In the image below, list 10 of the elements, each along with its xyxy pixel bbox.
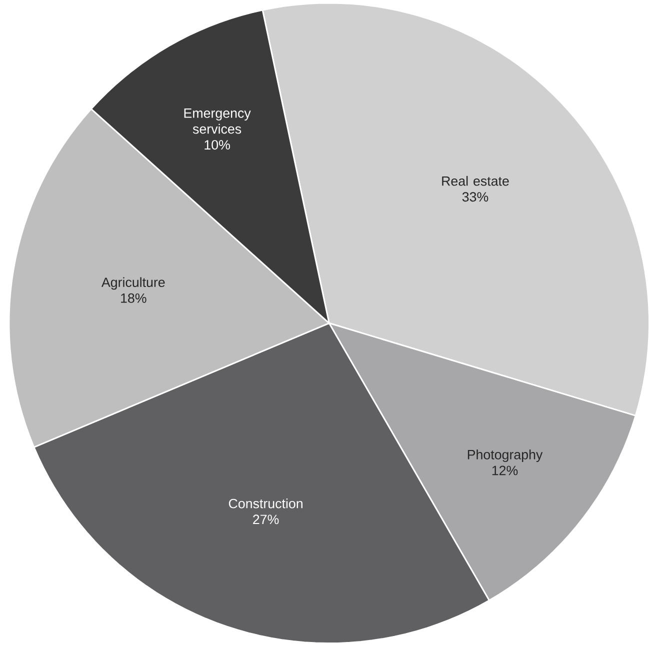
slice-label: Construction bbox=[228, 498, 302, 508]
data-label: 27% bbox=[253, 514, 279, 524]
data-label: 10% bbox=[204, 140, 230, 150]
slice-label: Real estate bbox=[442, 176, 509, 186]
slice-label: Agriculture bbox=[101, 277, 165, 290]
data-label: 12% bbox=[492, 466, 518, 476]
data-label: 18% bbox=[121, 293, 146, 303]
data-label: 33% bbox=[462, 192, 488, 202]
slice-label: Photography bbox=[468, 449, 543, 462]
slice-label: Emergency services bbox=[184, 108, 251, 134]
